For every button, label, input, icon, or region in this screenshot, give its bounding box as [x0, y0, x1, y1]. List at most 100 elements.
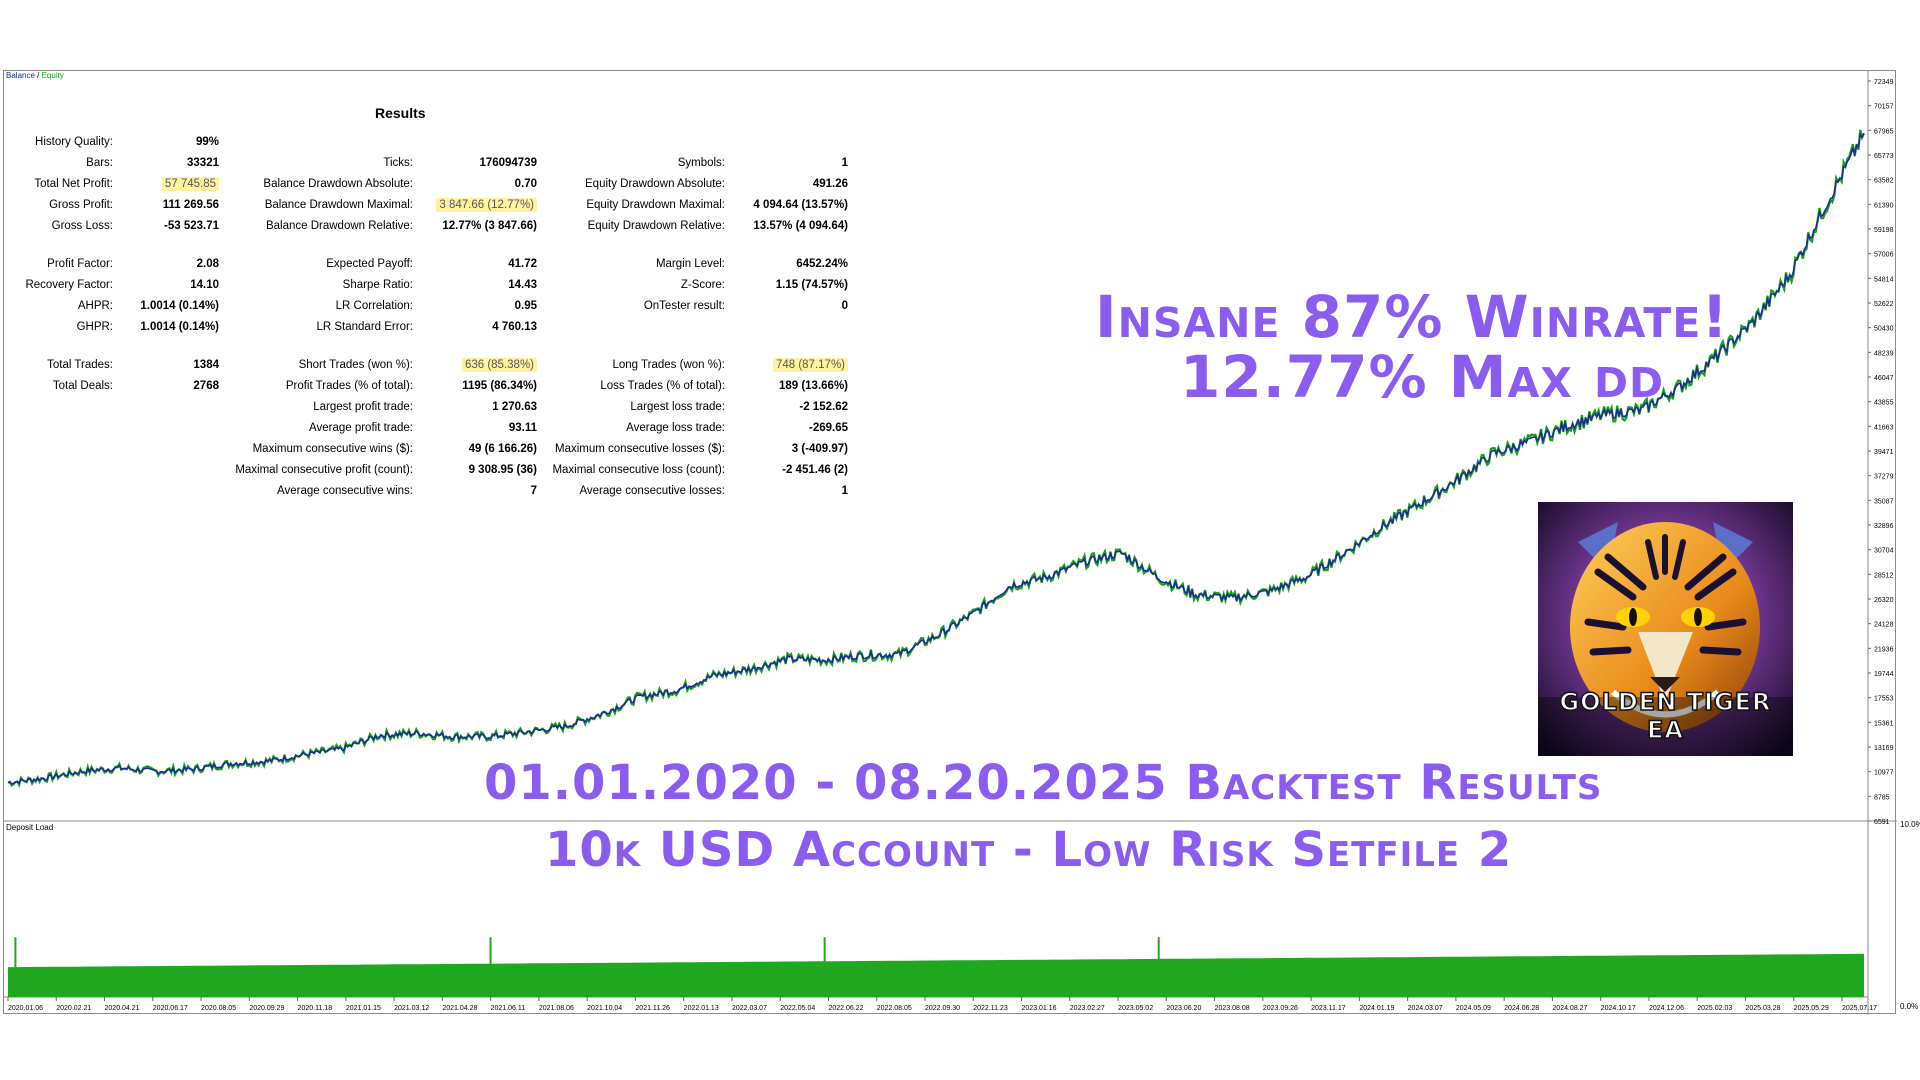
x-tick-label: 2021.10.04: [587, 1005, 622, 1012]
y-tick-label: 65773: [1874, 153, 1894, 160]
results-value: 491.26: [813, 177, 848, 191]
results-label: Long Trades (won %):: [612, 359, 725, 371]
results-value-text: 4 094.64 (13.57%): [753, 199, 848, 211]
results-value: 111 269.56: [163, 198, 219, 212]
overlay-account-info: 10k USD Account - Low Risk Setfile 2: [545, 822, 1513, 878]
results-label: Gross Loss:: [51, 220, 113, 232]
results-label: Expected Payoff:: [326, 258, 413, 270]
y-tick-label: 30704: [1874, 548, 1894, 555]
results-label: Balance Drawdown Absolute:: [263, 178, 413, 190]
x-tick-label: 2022.09.30: [925, 1005, 960, 1012]
results-value: 4 760.13: [492, 320, 537, 334]
x-tick-label: 2021.03.12: [394, 1005, 429, 1012]
results-label: OnTester result:: [643, 300, 725, 312]
y-tick-label: 28512: [1874, 572, 1894, 579]
results-value-text: 41.72: [508, 258, 537, 270]
y-tick-label: 8785: [1874, 794, 1890, 801]
results-value-text: -53 523.71: [164, 220, 219, 232]
x-tick-label: 2025.05.29: [1794, 1005, 1829, 1012]
legend-equity: Equity: [41, 71, 64, 80]
results-label: Maximal consecutive loss (count):: [552, 464, 725, 476]
overlay-backtest-range: 01.01.2020 - 08.20.2025 Backtest Results: [484, 755, 1603, 811]
results-value: 0: [842, 299, 848, 313]
x-tick-label: 2025.03.28: [1745, 1005, 1780, 1012]
results-value: 1195 (86.34%): [462, 379, 537, 393]
results-value-text: 3 (-409.97): [791, 443, 848, 455]
x-tick-label: 2023.05.02: [1118, 1005, 1153, 1012]
y-tick-label: 63582: [1874, 178, 1894, 185]
results-label: Equity Drawdown Maximal:: [586, 199, 725, 211]
results-value-text: -2 152.62: [799, 401, 848, 413]
results-value: 12.77% (3 847.66): [442, 219, 537, 233]
results-value: 41.72: [508, 257, 537, 271]
results-label: Average consecutive losses:: [579, 485, 725, 497]
results-value: 13.57% (4 094.64): [753, 219, 848, 233]
results-value-text: 748 (87.17%): [772, 358, 848, 372]
y-tick-label: 39471: [1874, 449, 1894, 456]
y-tick-label: 72349: [1874, 79, 1894, 86]
results-label: Maximal consecutive profit (count):: [235, 464, 413, 476]
x-tick-label: 2022.01.13: [684, 1005, 719, 1012]
balance-line: [7, 132, 1865, 785]
results-value: 2768: [193, 379, 219, 393]
results-label: Total Net Profit:: [34, 178, 113, 190]
results-value: 14.10: [190, 278, 219, 292]
x-tick-label: 2021.04.28: [442, 1005, 477, 1012]
x-tick-label: 2021.01.15: [346, 1005, 381, 1012]
y-tick-label: 46047: [1874, 375, 1894, 382]
x-tick-label: 2024.01.19: [1359, 1005, 1394, 1012]
results-value: -2 152.62: [799, 400, 848, 414]
results-label: Total Trades:: [47, 359, 113, 371]
y-tick-label: 19744: [1874, 671, 1894, 678]
results-value-text: -2 451.46 (2): [782, 464, 848, 476]
results-value: 189 (13.66%): [779, 379, 848, 393]
y-tick-label: 10977: [1874, 770, 1894, 777]
results-value: 93.11: [509, 421, 537, 435]
y-tick-label: 17553: [1874, 696, 1894, 703]
x-tick-label: 2021.06.11: [491, 1005, 526, 1012]
results-label: Average loss trade:: [626, 422, 725, 434]
results-label: History Quality:: [35, 136, 113, 148]
x-tick-label: 2020.02.21: [56, 1005, 91, 1012]
y-tick-label: 41663: [1874, 424, 1894, 431]
results-value-text: 9 308.95 (36): [468, 464, 537, 476]
results-value: 33321: [187, 156, 219, 170]
results-label: AHPR:: [77, 300, 113, 312]
results-value-text: 7: [530, 485, 537, 497]
y-tick-label: 15361: [1874, 720, 1894, 727]
x-tick-label: 2023.02.27: [1070, 1005, 1105, 1012]
results-value: -53 523.71: [164, 219, 219, 233]
golden-tiger-logo: GOLDEN TIGER EA: [1538, 502, 1793, 756]
x-tick-label: 2024.10.17: [1601, 1005, 1636, 1012]
x-tick-label: 2024.03.07: [1408, 1005, 1443, 1012]
results-value-text: -269.65: [808, 422, 848, 434]
results-value: 3 (-409.97): [792, 442, 848, 456]
x-tick-label: 2020.11.18: [298, 1005, 333, 1012]
deposit-load-label: Deposit Load: [6, 823, 54, 832]
x-tick-label: 2024.05.09: [1456, 1005, 1491, 1012]
y-tick-label: 70157: [1874, 104, 1894, 111]
results-label: Equity Drawdown Absolute:: [585, 178, 725, 190]
results-label: Profit Trades (% of total):: [285, 380, 413, 392]
results-label: Equity Drawdown Relative:: [587, 220, 725, 232]
results-value-text: 3 847.66 (12.77%): [436, 198, 537, 212]
legend-balance: Balance: [6, 71, 35, 80]
x-tick-label: 2020.06.17: [153, 1005, 188, 1012]
results-value: 99%: [196, 135, 219, 149]
results-value-text: 1.0014 (0.14%): [140, 321, 219, 333]
x-tick-label: 2020.01.06: [8, 1005, 43, 1012]
deposit-pct-bottom: 0.0%: [1900, 1002, 1919, 1011]
results-label: Profit Factor:: [47, 258, 113, 270]
results-value-text: 491.26: [812, 178, 848, 190]
y-tick-label: 35087: [1874, 498, 1894, 505]
results-value: 4 094.64 (13.57%): [753, 198, 848, 212]
x-tick-label: 2022.05.04: [780, 1005, 815, 1012]
x-tick-label: 2023.08.08: [1215, 1005, 1250, 1012]
legend-separator: /: [34, 71, 42, 80]
results-value-text: 99%: [195, 136, 219, 148]
results-title: Results: [375, 105, 426, 121]
results-value: 1.0014 (0.14%): [140, 299, 219, 313]
results-label: Symbols:: [677, 157, 725, 169]
y-tick-label: 26320: [1874, 597, 1894, 604]
x-tick-label: 2020.08.05: [201, 1005, 236, 1012]
